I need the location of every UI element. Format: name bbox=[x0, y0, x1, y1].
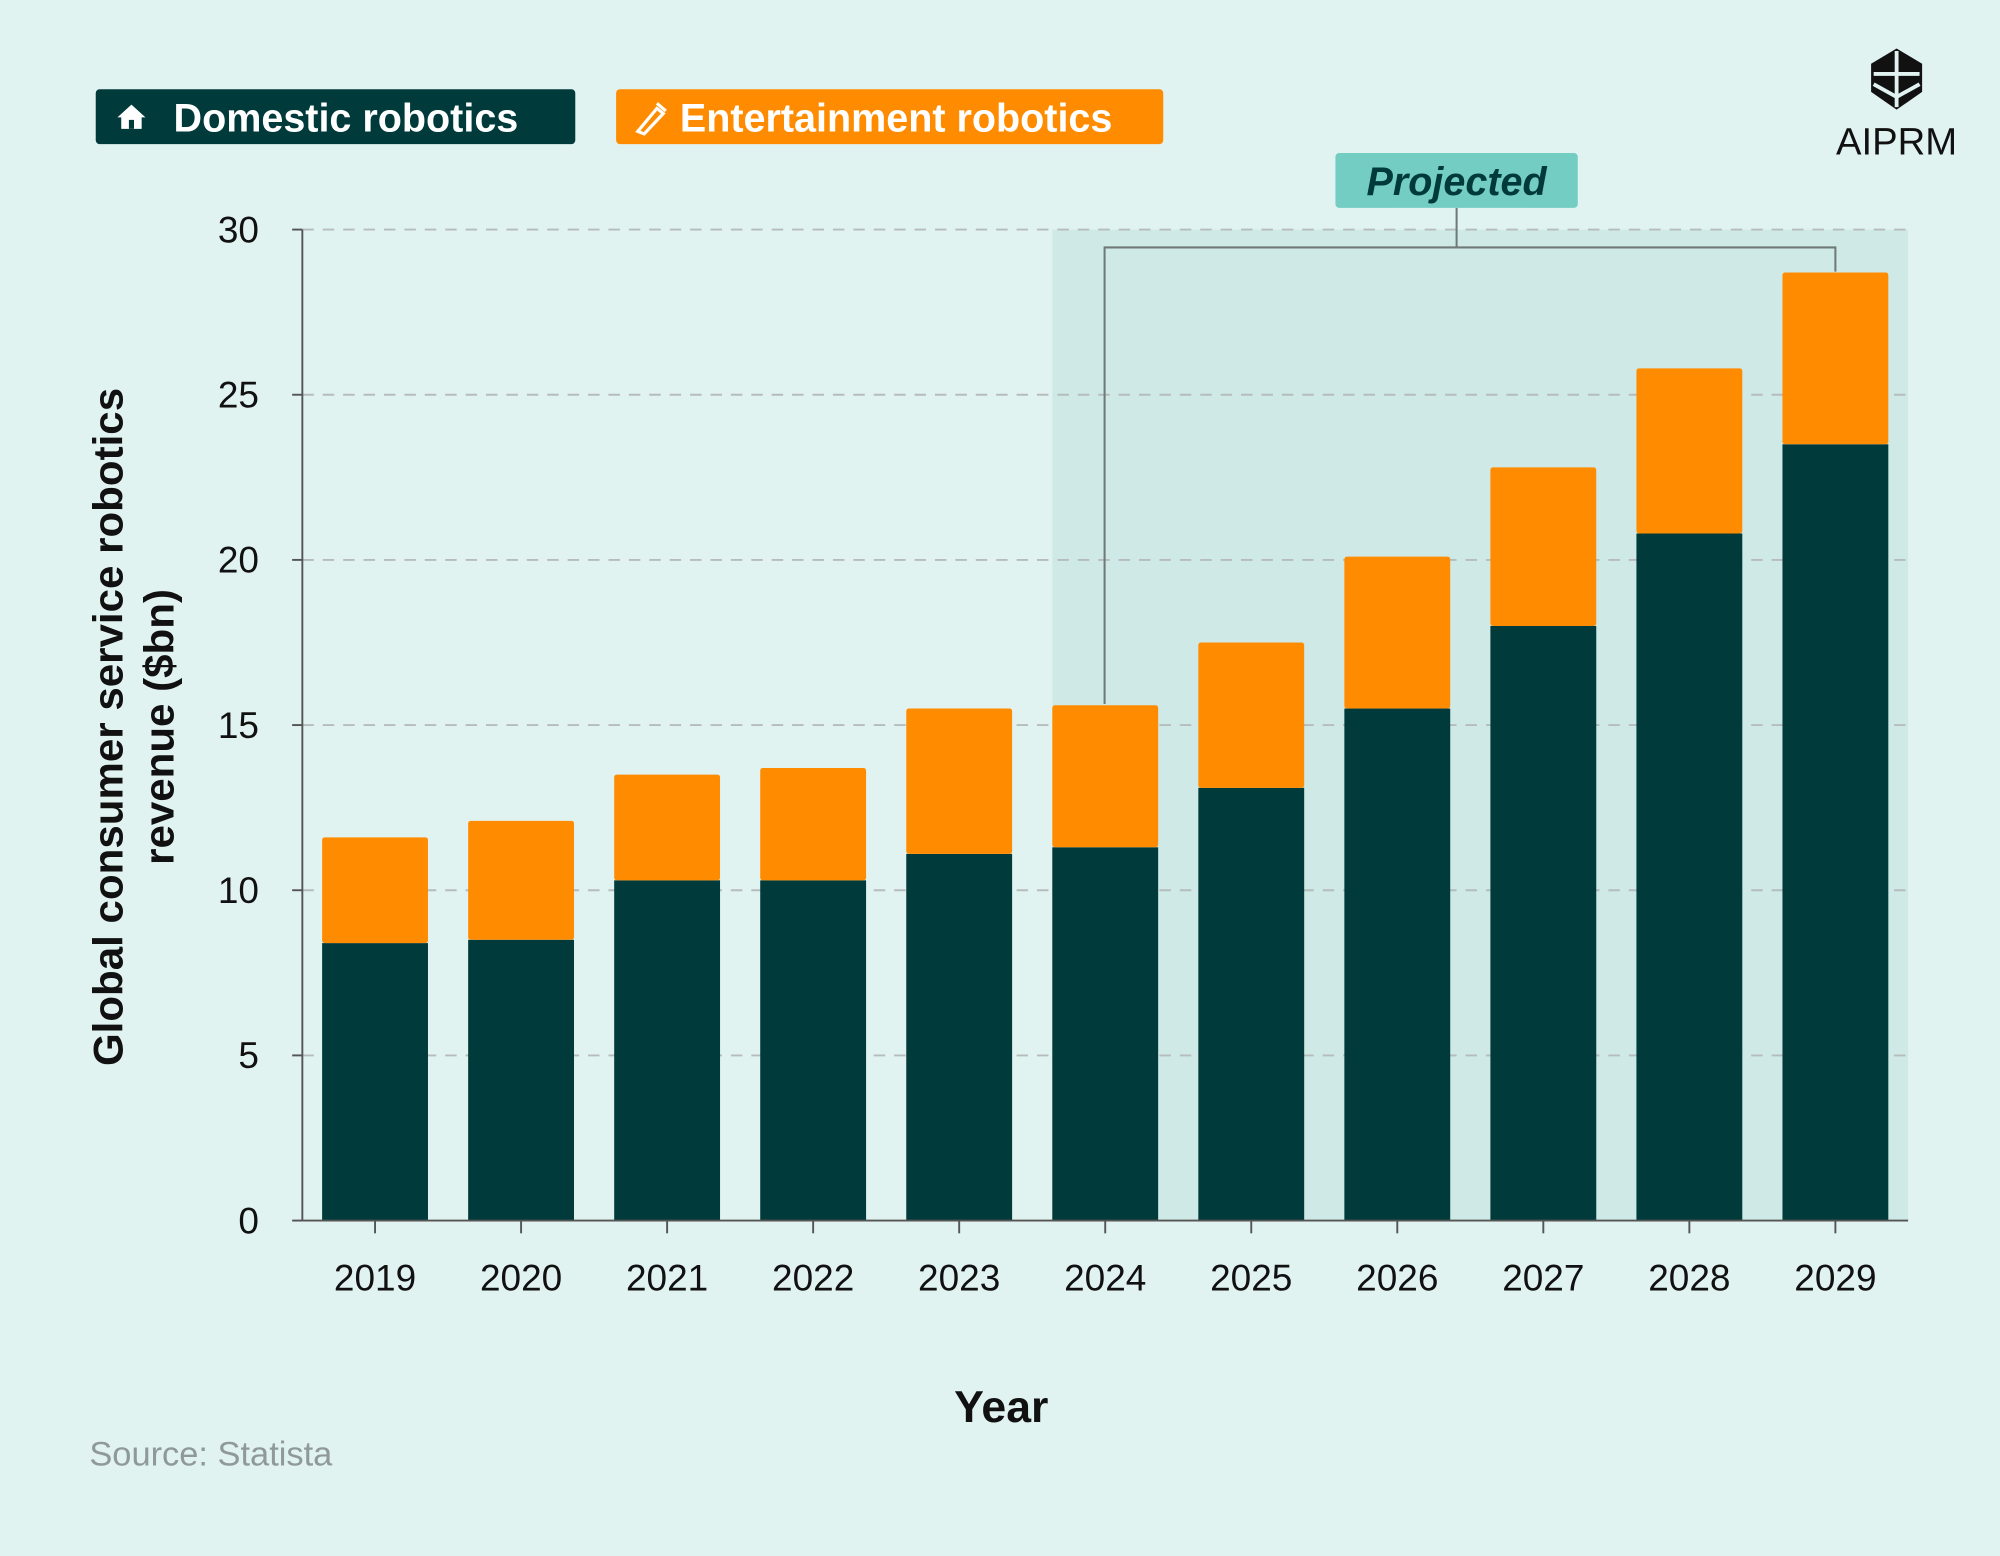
y-tick-label: 0 bbox=[238, 1200, 259, 1241]
y-tick-label: 20 bbox=[218, 540, 259, 581]
bar-domestic-robotics-2029 bbox=[1782, 444, 1889, 1221]
bar-entertainment-robotics-2027 bbox=[1490, 467, 1597, 626]
x-tick-label: 2029 bbox=[1794, 1258, 1876, 1299]
bar-entertainment-robotics-2029 bbox=[1782, 272, 1889, 445]
bar-domestic-robotics-2020 bbox=[468, 939, 575, 1221]
x-axis-title: Year bbox=[954, 1383, 1048, 1432]
projected-band bbox=[1052, 229, 1909, 1221]
bar-entertainment-robotics-2019 bbox=[322, 837, 428, 944]
x-tick-label: 2025 bbox=[1210, 1258, 1292, 1299]
bar-entertainment-robotics-2023 bbox=[906, 708, 1013, 854]
x-tick-label: 2019 bbox=[334, 1258, 416, 1299]
bar-domestic-robotics-2021 bbox=[614, 880, 721, 1221]
projected-tag bbox=[1335, 153, 1578, 208]
x-tick-label: 2027 bbox=[1502, 1258, 1584, 1299]
bar-entertainment-robotics-2022 bbox=[760, 768, 867, 881]
pen-icon bbox=[635, 102, 667, 136]
bar-domestic-robotics-2024 bbox=[1052, 847, 1159, 1221]
bar-entertainment-robotics-2026 bbox=[1344, 556, 1451, 709]
y-tick-label: 15 bbox=[218, 705, 259, 746]
x-tick-label: 2020 bbox=[480, 1258, 562, 1299]
aiprm-logo-icon bbox=[1871, 48, 1923, 110]
bar-entertainment-robotics-2020 bbox=[468, 820, 575, 940]
bar-domestic-robotics-2028 bbox=[1636, 533, 1743, 1221]
legend-item-domestic[interactable]: Domestic robotics bbox=[95, 89, 576, 145]
house-icon bbox=[117, 104, 146, 129]
legend-label-domestic: Domestic robotics bbox=[174, 96, 519, 140]
bar-entertainment-robotics-2025 bbox=[1198, 642, 1305, 788]
bar-domestic-robotics-2019 bbox=[322, 943, 428, 1221]
legend-item-entertainment[interactable]: Entertainment robotics bbox=[616, 89, 1164, 145]
bar-domestic-robotics-2027 bbox=[1490, 625, 1597, 1221]
bar-entertainment-robotics-2024 bbox=[1052, 705, 1159, 848]
projected-label: Projected bbox=[1367, 160, 1548, 204]
y-axis-title: Global consumer service robotics revenue … bbox=[85, 388, 183, 1066]
source-note: Source: Statista bbox=[89, 1435, 333, 1473]
y-tick-label: 25 bbox=[218, 374, 259, 415]
x-tick-label: 2028 bbox=[1648, 1258, 1730, 1299]
x-tick-label: 2023 bbox=[918, 1258, 1000, 1299]
x-tick-label: 2024 bbox=[1064, 1258, 1146, 1299]
x-tick-label: 2021 bbox=[626, 1258, 708, 1299]
legend-label-entertainment: Entertainment robotics bbox=[680, 96, 1113, 140]
y-tick-label: 5 bbox=[238, 1035, 259, 1076]
projected-bracket bbox=[1103, 207, 1837, 705]
x-tick-label: 2022 bbox=[772, 1258, 854, 1299]
bar-domestic-robotics-2025 bbox=[1198, 787, 1305, 1221]
bar-domestic-robotics-2022 bbox=[760, 880, 867, 1221]
y-tick-label: 30 bbox=[218, 209, 259, 250]
bar-entertainment-robotics-2028 bbox=[1636, 368, 1743, 534]
y-tick-label: 10 bbox=[218, 870, 259, 911]
bar-domestic-robotics-2026 bbox=[1344, 708, 1451, 1221]
bar-entertainment-robotics-2021 bbox=[614, 774, 721, 881]
logo-text: AIPRM bbox=[1836, 120, 1957, 163]
x-tick-label: 2026 bbox=[1356, 1258, 1438, 1299]
bar-domestic-robotics-2023 bbox=[906, 853, 1013, 1221]
